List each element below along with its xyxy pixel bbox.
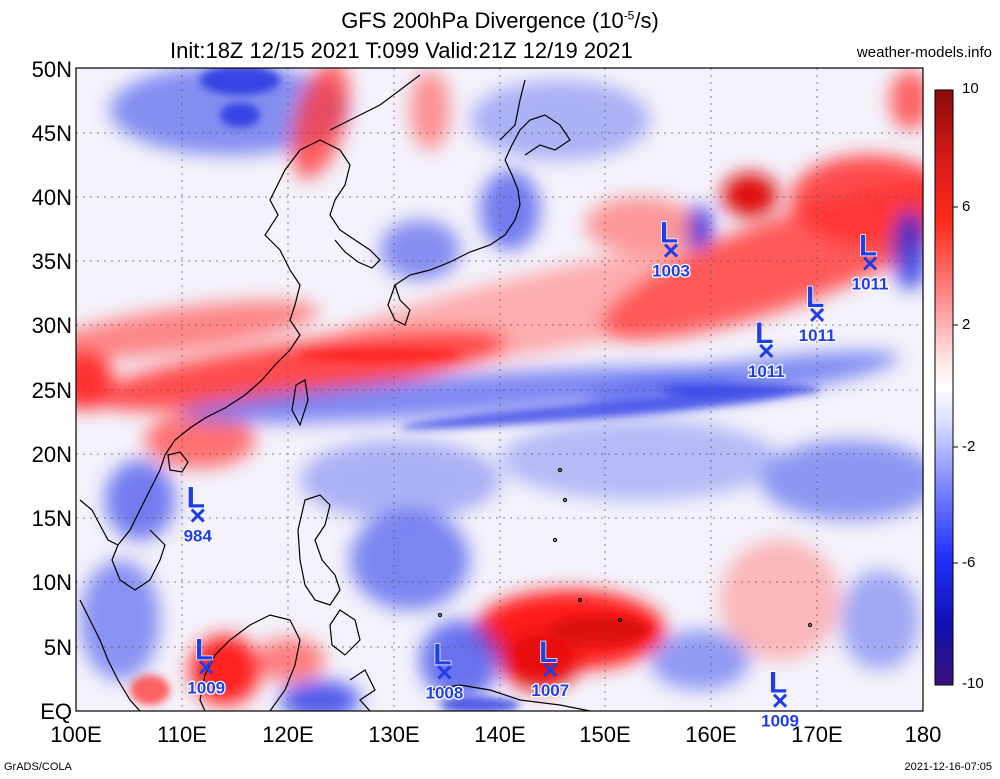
low-l-symbol: L — [660, 217, 678, 250]
low-l-symbol: L — [539, 636, 557, 669]
low-marker-1003: L 1003 — [651, 216, 691, 282]
lat-label: 25N — [31, 378, 72, 403]
low-marker-984: L 984 — [182, 481, 213, 547]
low-center-mark — [663, 243, 679, 258]
colorbar-label: -2 — [962, 438, 976, 455]
low-center-mark — [437, 665, 452, 680]
low-center-mark — [190, 508, 205, 523]
lon-label: 100E — [50, 722, 102, 747]
low-l-symbol: L — [769, 667, 787, 700]
lat-label: 5N — [43, 635, 72, 660]
low-pressure-value: 1011 — [799, 326, 836, 345]
lat-label: 10N — [31, 570, 72, 595]
lon-label: 140E — [474, 722, 526, 747]
low-marker-1007: L 1007 — [530, 635, 570, 701]
low-pressure-markers: L1009L1007L1008L1009L984L1011L1011L1011L… — [182, 216, 889, 732]
colorbar-label: 2 — [962, 316, 971, 333]
map-frame — [75, 67, 924, 712]
low-center-mark — [773, 693, 788, 708]
low-marker-1011: L 1011 — [797, 280, 836, 346]
colorbar — [934, 89, 954, 686]
divergence-field — [76, 68, 923, 711]
low-pressure-value: 1011 — [748, 362, 785, 381]
lon-label: 180 — [904, 722, 942, 747]
lat-label: 45N — [31, 121, 72, 146]
lon-label: 120E — [262, 722, 314, 747]
map-subtitle: Init:18Z 12/15 2021 T:099 Valid:21Z 12/1… — [170, 38, 633, 63]
colorbar-label: -6 — [962, 554, 976, 571]
low-pressure-value: 1003 — [652, 262, 690, 281]
low-pressure-value: 1008 — [426, 683, 464, 702]
credit-label: GrADS/COLA — [4, 761, 72, 773]
low-center-mark — [199, 660, 214, 675]
lat-label: 35N — [31, 249, 72, 274]
low-l-symbol: L — [187, 482, 205, 515]
lon-label: 110E — [157, 722, 207, 747]
low-marker-1011: L 1011 — [850, 229, 889, 295]
colorbar-label: 6 — [962, 198, 971, 215]
lat-label: 15N — [31, 506, 72, 531]
lon-label: 150E — [579, 722, 631, 747]
low-marker-1009: L 1009 — [186, 633, 226, 699]
low-center-mark — [543, 662, 558, 677]
lat-label: 20N — [31, 442, 72, 467]
coastlines — [79, 74, 813, 711]
low-l-symbol: L — [433, 638, 451, 671]
lat-label: 50N — [31, 57, 72, 82]
low-pressure-value: 1011 — [852, 274, 889, 293]
site-label: weather-models.info — [856, 44, 992, 61]
graticule — [76, 68, 923, 711]
low-pressure-value: 1009 — [761, 712, 799, 731]
low-pressure-value: 984 — [184, 527, 213, 546]
low-pressure-value: 1007 — [531, 681, 569, 700]
lat-label: EQ — [40, 699, 72, 724]
low-center-mark — [863, 256, 878, 271]
colorbar-label: 10 — [962, 80, 979, 97]
colorbar-label: -10 — [962, 675, 984, 692]
low-l-symbol: L — [859, 229, 877, 262]
low-l-symbol: L — [806, 281, 824, 314]
low-marker-1011: L 1011 — [747, 316, 786, 382]
low-marker-1009: L 1009 — [760, 666, 800, 732]
low-l-symbol: L — [195, 633, 213, 666]
lat-label: 30N — [31, 313, 72, 338]
low-marker-1008: L 1008 — [424, 638, 464, 704]
low-center-mark — [759, 343, 774, 358]
lon-label: 160E — [685, 722, 737, 747]
lon-label: 130E — [368, 722, 420, 747]
map-title: GFS 200hPa Divergence (10-5/s) — [341, 8, 659, 33]
low-l-symbol: L — [755, 317, 773, 350]
low-pressure-value: 1009 — [187, 678, 225, 697]
low-center-mark — [810, 307, 825, 322]
lon-label: 170E — [791, 722, 843, 747]
lat-label: 40N — [31, 185, 72, 210]
timestamp-label: 2021-12-16-07:05 — [904, 761, 992, 773]
